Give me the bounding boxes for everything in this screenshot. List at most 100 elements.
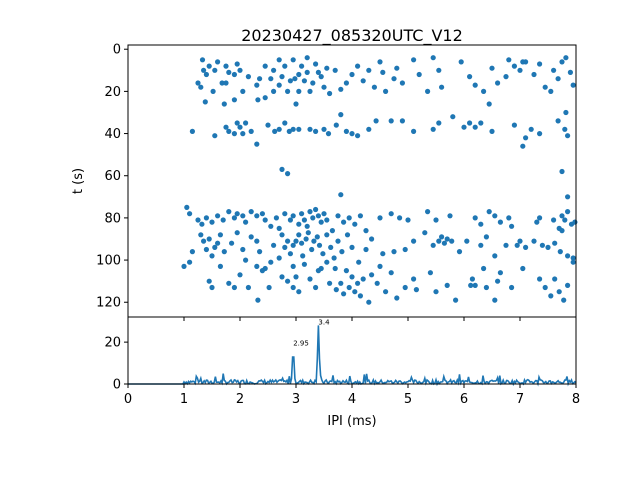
raster-point <box>254 141 260 147</box>
raster-point <box>352 221 358 227</box>
raster-point <box>355 280 361 286</box>
raster-point <box>514 242 520 248</box>
raster-point <box>310 215 316 221</box>
raster-point <box>352 289 358 295</box>
raster-point <box>187 211 193 217</box>
raster-point <box>296 232 302 238</box>
raster-point <box>531 71 537 78</box>
raster-point <box>506 57 512 63</box>
raster-point <box>293 101 299 107</box>
raster-point <box>324 65 330 71</box>
raster-point <box>551 217 557 223</box>
raster-point <box>456 249 463 255</box>
raster-point <box>341 291 347 297</box>
raster-point <box>489 65 495 71</box>
ipi-x-ticks: 0 1 2 3 4 5 6 7 8 <box>124 384 580 407</box>
raster-point <box>528 126 534 132</box>
raster-point <box>478 242 484 248</box>
raster-point <box>189 128 195 134</box>
raster-point <box>383 88 389 94</box>
ipi-x-tick-label: 1 <box>180 392 188 407</box>
raster-point <box>257 249 263 255</box>
raster-point <box>290 284 296 291</box>
raster-point <box>184 204 190 210</box>
raster-point <box>449 238 455 244</box>
raster-point <box>444 236 450 242</box>
raster-point <box>290 242 296 248</box>
raster-y-tick-label: 20 <box>104 85 121 100</box>
raster-point <box>461 124 467 130</box>
raster-point <box>215 240 221 246</box>
raster-point <box>377 215 383 221</box>
raster-point <box>552 240 558 246</box>
raster-point <box>307 276 313 282</box>
ipi-x-tick-label: 5 <box>404 392 412 407</box>
raster-point <box>282 211 288 217</box>
raster-point <box>234 211 240 217</box>
raster-point <box>290 263 296 269</box>
raster-point <box>380 251 386 257</box>
raster-point <box>559 213 565 219</box>
raster-point <box>478 221 484 227</box>
raster-point <box>234 230 240 236</box>
raster-point <box>282 120 288 126</box>
raster-point <box>517 67 523 73</box>
raster-point <box>537 61 543 67</box>
raster-point <box>486 101 492 107</box>
raster-point <box>458 59 464 65</box>
raster-point <box>199 221 205 227</box>
raster-point <box>206 278 212 284</box>
raster-point <box>565 194 571 200</box>
raster-point <box>315 268 321 274</box>
ipi-x-tick-label: 2 <box>236 392 244 407</box>
raster-point <box>215 213 221 219</box>
raster-point <box>570 259 576 265</box>
raster-point <box>231 284 237 291</box>
raster-point <box>332 265 338 272</box>
raster-point <box>509 223 515 229</box>
raster-point <box>430 55 436 61</box>
raster-point <box>335 238 341 244</box>
raster-point <box>341 219 347 225</box>
ipi-x-tick-label: 0 <box>124 392 132 407</box>
raster-point <box>271 88 277 94</box>
raster-point <box>339 249 345 255</box>
raster-point <box>523 135 529 141</box>
raster-point <box>199 57 206 63</box>
raster-point <box>209 253 215 259</box>
raster-point <box>240 88 246 94</box>
raster-point <box>343 80 349 86</box>
raster-point <box>346 215 352 221</box>
raster-point <box>212 67 218 73</box>
raster-point <box>198 232 204 238</box>
raster-point <box>520 265 526 272</box>
raster-point <box>481 88 487 94</box>
raster-point <box>338 192 344 198</box>
raster-point <box>377 59 383 65</box>
raster-point <box>223 80 229 86</box>
raster-point <box>559 59 565 65</box>
raster-point <box>572 219 578 225</box>
raster-point <box>189 249 195 255</box>
raster-point <box>548 293 554 299</box>
raster-point <box>565 282 571 288</box>
raster-point <box>402 246 408 253</box>
raster-point <box>333 122 339 128</box>
raster-point <box>304 223 310 229</box>
raster-point <box>405 217 411 223</box>
raster-point <box>181 263 187 269</box>
raster-point <box>486 209 492 215</box>
raster-point <box>307 126 313 132</box>
raster-point <box>366 67 372 73</box>
raster-point <box>413 287 419 293</box>
raster-point <box>542 284 548 291</box>
raster-point <box>506 215 512 221</box>
raster-point <box>399 118 405 124</box>
raster-point <box>565 253 571 259</box>
raster-point <box>324 259 330 265</box>
raster-point <box>453 297 459 303</box>
raster-point <box>555 118 561 124</box>
raster-point <box>195 217 201 223</box>
raster-point <box>313 284 319 291</box>
raster-point <box>279 74 285 80</box>
